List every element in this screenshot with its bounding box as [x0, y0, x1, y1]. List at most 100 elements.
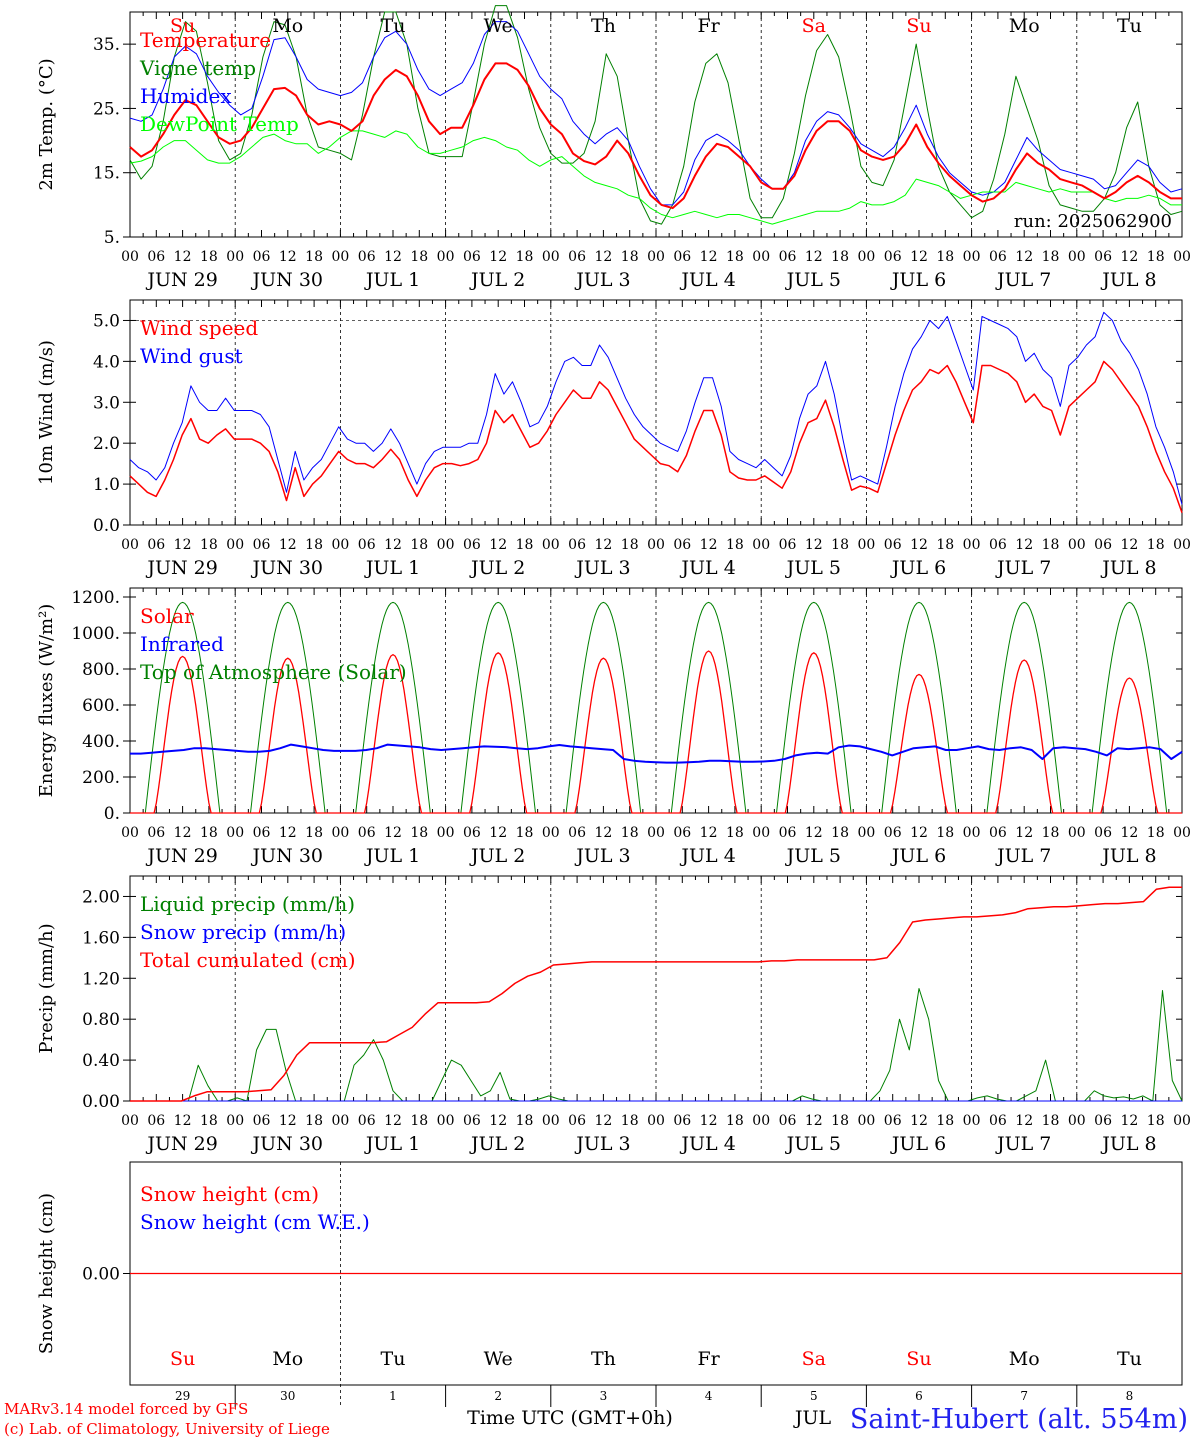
- hour-label: 06: [358, 1113, 376, 1129]
- hour-label: 00: [121, 537, 139, 553]
- day-number: 5: [810, 1389, 818, 1403]
- date-label: JUL 5: [785, 845, 841, 867]
- weekday-label: Fr: [697, 1348, 720, 1370]
- hour-label: 00: [1173, 825, 1191, 841]
- date-label: JUL 5: [785, 557, 841, 579]
- hour-label: 06: [989, 249, 1007, 265]
- hour-label: 00: [1173, 249, 1191, 265]
- y-tick-label: 35.: [93, 35, 120, 55]
- date-label: JUL 3: [574, 269, 630, 291]
- hour-label: 18: [1147, 537, 1165, 553]
- date-label: JUL 2: [469, 1133, 525, 1155]
- run-label: run: 2025062900: [1014, 211, 1172, 232]
- hour-label: 06: [673, 825, 691, 841]
- hour-label: 18: [831, 249, 849, 265]
- hour-label: 12: [384, 537, 402, 553]
- hour-label: 18: [831, 537, 849, 553]
- hour-label: 00: [963, 537, 981, 553]
- hour-label: 18: [1147, 1113, 1165, 1129]
- day-number: 6: [915, 1389, 923, 1403]
- legend-top-of-atmosphere-solar-: Top of Atmosphere (Solar): [140, 660, 407, 684]
- hour-label: 00: [963, 249, 981, 265]
- hour-label: 06: [884, 537, 902, 553]
- y-axis-label: Energy fluxes (W/m²): [36, 604, 57, 798]
- hour-label: 18: [726, 1113, 744, 1129]
- y-tick-label: 25.: [93, 99, 120, 119]
- hour-label: 18: [1042, 1113, 1060, 1129]
- hour-label: 06: [989, 537, 1007, 553]
- hour-label: 12: [279, 825, 297, 841]
- day-number: 29: [175, 1389, 190, 1403]
- hour-label: 00: [752, 249, 770, 265]
- date-label: JUN 30: [251, 269, 323, 291]
- weekday-label: Mo: [272, 15, 303, 37]
- hour-label: 00: [121, 1113, 139, 1129]
- hour-label: 00: [1173, 1113, 1191, 1129]
- hour-label: 06: [989, 1113, 1007, 1129]
- legend-infrared: Infrared: [140, 632, 224, 656]
- hour-label: 06: [568, 1113, 586, 1129]
- weekday-label: Th: [591, 15, 616, 37]
- hour-label: 18: [200, 825, 218, 841]
- y-tick-label: 1.60: [82, 928, 120, 948]
- hour-label: 06: [1094, 1113, 1112, 1129]
- hour-label: 00: [963, 825, 981, 841]
- x-axis-label: Time UTC (GMT+0h): [467, 1407, 673, 1429]
- series-solar: [130, 650, 1182, 814]
- hour-label: 00: [226, 1113, 244, 1129]
- y-tick-label: 2.00: [82, 887, 120, 907]
- hour-label: 12: [1120, 825, 1138, 841]
- date-label: JUL 6: [890, 269, 946, 291]
- month-label: JUL: [793, 1407, 832, 1429]
- date-label: JUL 5: [785, 269, 841, 291]
- date-label: JUL 8: [1100, 1133, 1156, 1155]
- date-label: JUL 4: [679, 1133, 735, 1155]
- hour-label: 12: [384, 825, 402, 841]
- hour-label: 12: [910, 537, 928, 553]
- series-wind-speed: [129, 360, 1183, 513]
- hour-label: 12: [1120, 249, 1138, 265]
- credit-line-1: MARv3.14 model forced by GFS: [4, 1400, 248, 1418]
- hour-label: 00: [1173, 537, 1191, 553]
- hour-label: 00: [437, 249, 455, 265]
- hour-label: 18: [936, 1113, 954, 1129]
- hour-label: 18: [305, 1113, 323, 1129]
- weekday-label: Tu: [1117, 15, 1142, 37]
- hour-label: 18: [621, 825, 639, 841]
- legend-temperature: Temperature: [140, 28, 271, 52]
- legend-humidex: Humidex: [140, 84, 232, 108]
- day-number: 30: [280, 1389, 295, 1403]
- hour-label: 18: [936, 537, 954, 553]
- hour-label: 06: [253, 537, 271, 553]
- hour-label: 18: [305, 249, 323, 265]
- hour-label: 12: [1015, 249, 1033, 265]
- weekday-label: Mo: [1009, 1348, 1040, 1370]
- hour-label: 00: [542, 825, 560, 841]
- hour-label: 12: [1015, 537, 1033, 553]
- panel-4: 0.00 0.40 0.80 1.20 1.60 2.00 Precip (mm/h) 00 0…: [36, 875, 1191, 1155]
- hour-label: 06: [358, 537, 376, 553]
- hour-label: 18: [1042, 537, 1060, 553]
- station-title: Saint-Hubert (alt. 554m): [850, 1404, 1188, 1435]
- date-label: JUL 8: [1100, 269, 1156, 291]
- hour-label: 06: [253, 825, 271, 841]
- hour-label: 12: [1015, 825, 1033, 841]
- weekday-label: Sa: [802, 15, 826, 37]
- hour-label: 18: [621, 1113, 639, 1129]
- date-label: JUL 6: [890, 1133, 946, 1155]
- date-label: JUL 1: [364, 1133, 420, 1155]
- date-label: JUL 3: [574, 845, 630, 867]
- hour-label: 00: [1068, 825, 1086, 841]
- y-tick-label: 5.: [104, 228, 120, 248]
- hour-label: 06: [358, 825, 376, 841]
- hour-label: 00: [752, 537, 770, 553]
- hour-label: 06: [779, 825, 797, 841]
- hour-label: 18: [516, 825, 534, 841]
- hour-label: 18: [516, 249, 534, 265]
- hour-label: 00: [226, 825, 244, 841]
- hour-label: 00: [331, 825, 349, 841]
- date-label: JUL 8: [1100, 557, 1156, 579]
- hour-label: 06: [147, 249, 165, 265]
- legend-dewpoint-temp: DewPoint Temp: [140, 112, 299, 136]
- hour-label: 06: [1094, 249, 1112, 265]
